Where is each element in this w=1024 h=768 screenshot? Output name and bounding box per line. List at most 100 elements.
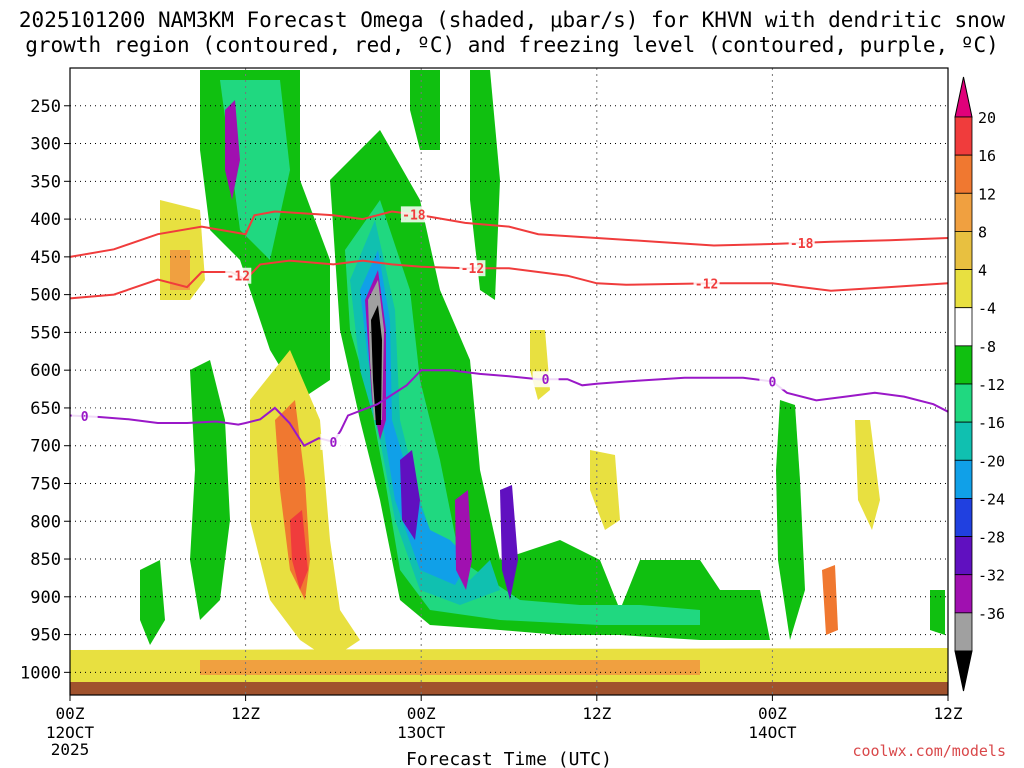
x-tick-label-36: 12Z: [582, 704, 611, 723]
omega-region-green-7: [140, 560, 165, 645]
contour-label-1-2: -12: [695, 277, 718, 292]
y-tick-label-600: 600: [30, 361, 61, 381]
omega-region-orange-1: [170, 250, 190, 290]
y-tick-label-250: 250: [30, 97, 61, 117]
omega-region-green-8: [930, 590, 945, 635]
y-tick-label-950: 950: [30, 626, 61, 646]
contour-label-0-1: -18: [790, 237, 814, 252]
contour-label-2-1: 0: [329, 436, 337, 451]
contour-label-bg-2-1: [320, 433, 347, 450]
omega-region-orange-3: [822, 565, 838, 635]
contour-label-bg-2-0: [71, 408, 98, 425]
contour-label-bg-2-2: [532, 371, 559, 388]
y-tick-label-350: 350: [30, 172, 61, 192]
x-tick-date-24: 13OCT: [397, 723, 446, 742]
x-tick-date-0: 12OCT: [46, 723, 95, 742]
colorbar-bin-8: [954, 383, 973, 423]
x-tick-label-12: 12Z: [231, 704, 260, 723]
y-tick-label-400: 400: [30, 210, 61, 230]
colorbar-label-8: -16: [978, 414, 1005, 432]
colorbar-label-5: -4: [978, 300, 996, 318]
colorbar-bin-0: [954, 76, 973, 118]
y-tick-label-450: 450: [30, 248, 61, 268]
y-tick-label-500: 500: [30, 286, 61, 306]
y-tick-label-1000: 1000: [20, 663, 61, 683]
colorbar-bin-7: [954, 345, 973, 385]
contour-label-bg-1-1: [459, 260, 486, 277]
contour-lines: -18 -18 -12 -12 -12 0 0 0 0: [69, 206, 949, 451]
colorbar-bin-15: [954, 650, 973, 692]
omega-region-blue: [360, 250, 470, 585]
omega-region-black: [371, 305, 382, 425]
colorbar-label-7: -12: [978, 376, 1005, 394]
contour-2: [69, 369, 949, 448]
y-tick-label-550: 550: [30, 323, 61, 343]
colorbar-label-0: 20: [978, 109, 996, 127]
x-tick-label-60: 12Z: [934, 704, 963, 723]
omega-region-purple-4: [500, 485, 518, 600]
colorbar-bin-13: [954, 574, 973, 614]
colorbar-label-9: -20: [978, 452, 1005, 470]
credit-text: coolwx.com/models: [852, 742, 1006, 760]
omega-region-orange-4: [200, 660, 700, 675]
omega-region-purple-3: [455, 490, 472, 590]
colorbar-bin-10: [954, 459, 973, 499]
x-tick-label-48: 00Z: [758, 704, 787, 723]
y-tick-label-850: 850: [30, 550, 61, 570]
contour-label-bg-0-0: [400, 206, 427, 223]
plot-frame: [69, 67, 949, 696]
contour-label-1-1: -12: [461, 262, 484, 277]
y-axis: 250 300 350 400 450 500 550 600 650 700 750 800 850 9…: [20, 97, 70, 683]
contour-label-2-2: 0: [542, 373, 550, 388]
contour-1: [69, 259, 949, 300]
chart-title-line2: growth region (contoured, red, ºC) and f…: [25, 33, 999, 57]
colorbar-label-6: -8: [978, 338, 996, 356]
colorbar-bin-2: [954, 154, 973, 194]
contour-label-1-0: -12: [227, 270, 250, 285]
colorbar-bin-5: [954, 269, 973, 309]
colorbar-label-10: -24: [978, 490, 1005, 508]
colorbar-bin-3: [954, 192, 973, 232]
x-tick-label-0: 00Z: [56, 704, 85, 723]
colorbar-bin-6: [954, 307, 973, 347]
contour-label-0-0: -18: [402, 208, 426, 223]
x-tick-date-48: 14OCT: [748, 723, 797, 742]
omega-shading: [70, 70, 948, 682]
y-tick-label-900: 900: [30, 588, 61, 608]
contour-label-2-0: 0: [81, 410, 89, 425]
omega-region-green-6: [776, 400, 805, 640]
x-axis-label: Forecast Time (UTC): [406, 749, 612, 768]
y-tick-label-300: 300: [30, 135, 61, 155]
omega-region-yellow-5: [855, 420, 880, 530]
x-tick-year-0: 2025: [51, 740, 90, 759]
colorbar-label-11: -28: [978, 529, 1005, 547]
omega-region-green-5: [470, 70, 500, 300]
y-tick-label-750: 750: [30, 474, 61, 494]
colorbar-bin-12: [954, 536, 973, 576]
colorbar-label-3: 8: [978, 223, 987, 241]
y-tick-label-800: 800: [30, 512, 61, 532]
y-tick-label-650: 650: [30, 399, 61, 419]
y-tick-label-700: 700: [30, 437, 61, 457]
omega-region-yellow-4: [590, 450, 620, 530]
omega-region-purple-5: [225, 100, 240, 200]
colorbar-label-4: 4: [978, 262, 987, 280]
contour-label-bg-1-0: [225, 267, 252, 284]
omega-region-red-1: [290, 510, 308, 590]
omega-region-green-4: [410, 70, 440, 150]
colorbar-bin-1: [954, 116, 973, 156]
contour-label-bg-0-1: [788, 234, 815, 251]
contour-label-bg-1-2: [693, 275, 720, 292]
omega-region-purple-2: [400, 450, 420, 540]
x-tick-label-24: 00Z: [407, 704, 436, 723]
colorbar-bin-4: [954, 231, 973, 270]
contour-label-2-3: 0: [768, 376, 776, 391]
chart-title-line1: 2025101200 NAM3KM Forecast Omega (shaded…: [18, 8, 1006, 32]
colorbar-label-1: 16: [978, 147, 996, 165]
colorbar-bin-9: [954, 421, 973, 461]
ground-fill: [70, 682, 948, 695]
omega-region-teal-1: [220, 80, 290, 260]
colorbar-bin-11: [954, 498, 973, 537]
